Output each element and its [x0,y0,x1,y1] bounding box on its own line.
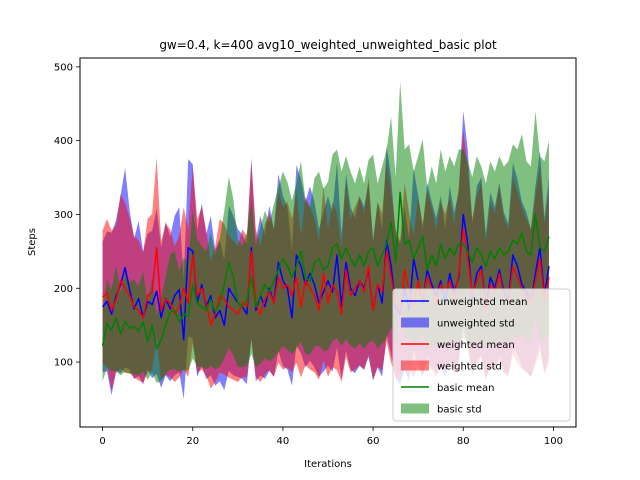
legend-swatch-basic-std [401,403,429,414]
legend-label-unweighted-mean: unweighted mean [437,297,527,308]
legend-label-unweighted-std: unweighted std [437,319,515,330]
x-tick-label: 60 [367,436,380,447]
x-tick-label: 0 [99,436,105,447]
x-tick-label: 80 [457,436,470,447]
legend-box [392,288,571,422]
y-tick-label: 500 [54,62,73,73]
weighted-mean-line [102,228,550,326]
legend-label-basic-mean: basic mean [437,383,495,394]
legend-label-basic-std: basic std [437,405,482,416]
y-tick-label: 400 [54,136,73,147]
x-axis-label: Iterations [304,459,352,470]
y-tick-label: 300 [54,210,73,221]
plot-frame [79,57,577,428]
legend-label-weighted-std: weighted std [437,362,502,373]
y-tick-label: 200 [54,284,73,295]
basic-mean-line [101,191,550,350]
x-axis: 0 20 40 60 80 100 [99,427,563,447]
x-tick-label: 20 [186,436,199,447]
y-axis-label: Steps [27,228,38,256]
chart-title: gw=0.4, k=400 avg10_weighted_unweighted_… [159,38,497,52]
legend-swatch-unweighted-std [401,317,429,328]
x-tick-label: 40 [277,436,290,447]
legend-swatch-weighted-std [401,360,429,371]
legend-label-weighted-mean: weighted mean [437,340,515,351]
y-axis: 100 200 300 400 500 [54,62,80,369]
y-tick-label: 100 [54,358,73,369]
legend: unweighted mean unweighted std weighted me… [392,288,571,422]
x-tick-label: 100 [544,436,563,447]
